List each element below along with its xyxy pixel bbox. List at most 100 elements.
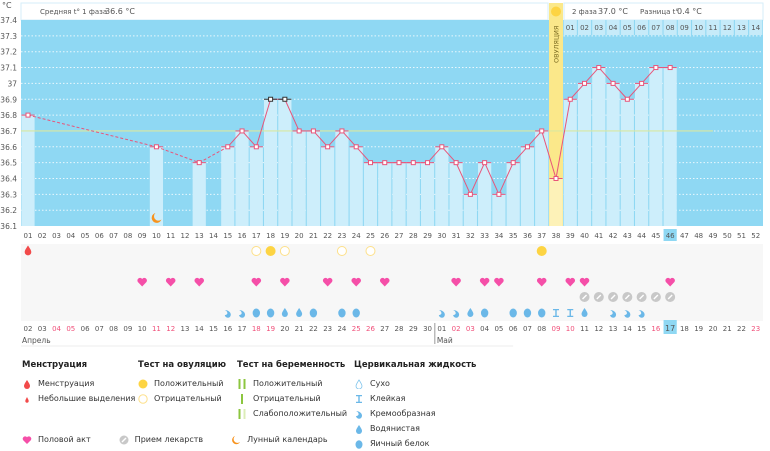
calendar-date-label: 12 [166, 325, 175, 333]
diff-value: 0.4 °C [677, 7, 702, 16]
temperature-point [567, 96, 573, 102]
temperature-bar [292, 130, 306, 226]
y-tick-label: 36.6 [0, 143, 17, 152]
egg-white-icon [480, 308, 489, 318]
phase2-day-label: 13 [737, 24, 746, 32]
temperature-line-segment [512, 146, 528, 163]
cycle-day-label: 29 [423, 232, 432, 240]
heart-icon [251, 277, 262, 287]
legend-label: Лунный календарь [247, 435, 328, 444]
phase2-day-cell [663, 20, 677, 35]
egg-white-icon [523, 308, 532, 318]
temperature-line-segment [569, 83, 585, 100]
cycle-day-label: 07 [109, 232, 118, 240]
cycle-day-label: 25 [366, 232, 375, 240]
egg-white-icon [309, 308, 318, 318]
cycle-day-label: 28 [409, 232, 418, 240]
dry-icon [355, 378, 363, 389]
calendar-date-label: 15 [209, 325, 218, 333]
today-date-highlight [663, 320, 677, 334]
temperature-bar [649, 67, 663, 226]
ovulation-column [548, 3, 563, 226]
y-tick-label: 36.7 [0, 127, 17, 136]
temperature-point [496, 191, 502, 197]
cycle-day-label: 05 [81, 232, 90, 240]
month-label: Май [437, 336, 453, 345]
creamy-icon [453, 310, 460, 318]
cycle-day-label: 35 [509, 232, 518, 240]
temperature-point [553, 176, 559, 181]
moon-icon [151, 213, 162, 223]
pill-icon-slash [582, 294, 588, 300]
temperature-line-segment [626, 83, 642, 100]
calendar-date-label: 16 [223, 325, 232, 333]
calendar-date-label: 11 [580, 325, 589, 333]
phase2-day-cell [677, 20, 692, 35]
egg-white-icon [252, 308, 261, 318]
phase2-day-cell [720, 20, 734, 35]
phase2-day-label: 12 [723, 24, 732, 32]
calendar-date-label: 07 [523, 325, 532, 333]
calendar-date-label: 17 [238, 325, 247, 333]
temperature-bar [321, 146, 335, 226]
creamy-icon [610, 310, 617, 318]
phase2-label: 2 фаза [572, 8, 597, 16]
temperature-line-segment [612, 83, 628, 100]
calendar-date-label: 08 [537, 325, 546, 333]
cycle-day-label: 24 [352, 232, 361, 240]
ovulation-negative-icon [336, 246, 347, 256]
temperature-line-segment [156, 146, 200, 164]
legend-label: Половой акт [38, 435, 91, 444]
cycle-day-label: 19 [280, 232, 289, 240]
pill-icon-slash [624, 294, 630, 300]
calendar-date-label: 03 [466, 325, 475, 333]
temperature-bar [520, 146, 535, 226]
cycle-day-label: 33 [480, 232, 489, 240]
cycle-day-label: 49 [708, 232, 717, 240]
temperature-line-segment [341, 130, 357, 148]
temperature-point [596, 65, 602, 71]
temperature-line-segment [555, 99, 571, 179]
temperature-point [653, 65, 659, 71]
temperature-line-segment [198, 146, 229, 164]
calendar-date-label: 17 [665, 324, 675, 333]
creamy-icon [224, 310, 231, 318]
legend-label: Прием лекарств [134, 435, 204, 444]
calendar-date-label: 04 [480, 325, 489, 333]
cycle-day-label: 41 [594, 232, 603, 240]
temperature-bar [563, 99, 577, 226]
temperature-point [524, 144, 530, 150]
cycle-day-label: 22 [323, 232, 332, 240]
y-unit-label: °C [2, 1, 12, 10]
calendar-date-label: 02 [24, 325, 33, 333]
heart-icon [351, 277, 361, 287]
temperature-bar [420, 162, 435, 226]
y-tick-label: 36.5 [0, 159, 17, 168]
heart-icon [479, 277, 490, 287]
legend-label: Водянистая [370, 424, 420, 433]
ovulation-negative-icon [365, 246, 376, 256]
legend-label: Положительный [154, 379, 224, 388]
creamy-icon [624, 310, 631, 318]
ovulation-negative-icon [251, 246, 262, 256]
filled-circle-icon [138, 379, 148, 388]
cycle-day-label: 51 [737, 232, 746, 240]
calendar-date-label: 24 [337, 325, 346, 333]
temperature-point [539, 128, 545, 134]
temperature-point [667, 65, 673, 71]
ovulation-label: ОВУЛЯЦИЯ [552, 26, 560, 63]
sticky-icon [552, 309, 559, 318]
calendar-date-label: 19 [266, 325, 275, 333]
calendar-date-label: 23 [323, 325, 332, 333]
phase2-day-label: 07 [651, 24, 660, 32]
cycle-day-label: 06 [95, 232, 104, 240]
cycle-day-label: 50 [723, 232, 732, 240]
calendar-date-label: 09 [552, 325, 561, 333]
phase2-day-cell [734, 20, 749, 35]
temperature-point [325, 144, 331, 150]
temperature-bar [606, 83, 620, 227]
cycle-day-label: 47 [680, 232, 689, 240]
temperature-point [310, 128, 316, 134]
cycle-day-label: 11 [166, 232, 175, 240]
phase2-day-label: 04 [609, 24, 618, 32]
